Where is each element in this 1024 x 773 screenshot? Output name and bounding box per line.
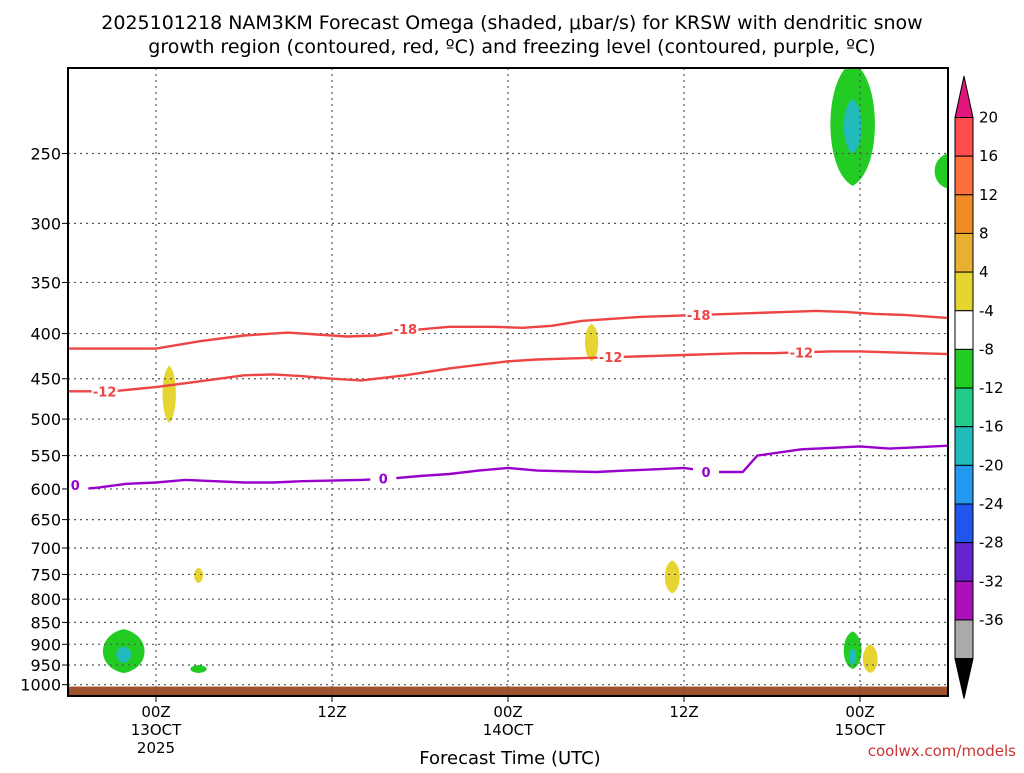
colorbar-label: -16	[979, 418, 1004, 436]
contour-line-0	[68, 444, 948, 492]
y-tick-label: 350	[30, 273, 61, 292]
contour-label-bg	[91, 383, 118, 400]
colorbar-label: -8	[979, 340, 994, 358]
omega-cell-8	[116, 646, 132, 663]
credit-text: coolwx.com/models	[868, 742, 1016, 760]
contour-label-bg	[788, 344, 815, 361]
colorbar-label: 4	[979, 263, 989, 281]
ground-layer	[68, 686, 948, 696]
x-tick-label: 00Z	[493, 703, 522, 721]
colorbar-label: -28	[979, 534, 1004, 552]
y-tick-label: 650	[30, 511, 61, 530]
contour-label--12: -12	[93, 385, 117, 400]
y-tick-label: 700	[30, 539, 61, 558]
omega-cell-12	[862, 644, 878, 674]
colorbar-segment	[954, 348, 974, 389]
colorbar-label: -32	[979, 572, 1004, 590]
contour-label-bg	[0, 342, 15, 358]
x-tick-label: 12Z	[669, 703, 698, 721]
colorbar: 20 16 12 8 4 -4 -8 -12 -16 -20 -24 -28 -32 -36	[954, 75, 1004, 699]
y-axis: 250 300 350 400 450 500 550 600 650 700 750 800 850 9…	[20, 144, 68, 695]
x-tick-label: 15OCT	[835, 721, 886, 739]
y-tick-label: 850	[30, 613, 61, 632]
colorbar-segment	[954, 155, 974, 196]
x-tick-label: 00Z	[141, 703, 170, 721]
omega-cell-1	[843, 99, 862, 154]
y-tick-label: 550	[30, 447, 61, 466]
contour-label--18: -18	[0, 344, 14, 359]
contour-label--12: -12	[790, 346, 814, 361]
contour-label--12: -12	[599, 351, 623, 366]
colorbar-segment	[954, 117, 974, 157]
y-tick-label: 900	[30, 635, 61, 654]
contour-label-0: 0	[701, 466, 710, 481]
y-tick-label: 950	[30, 656, 61, 675]
chart-title-line2: growth region (contoured, red, ºC) and f…	[148, 36, 875, 58]
colorbar-segment	[954, 619, 974, 660]
omega-cell-6	[194, 567, 203, 584]
omega-cell-11	[848, 648, 857, 666]
colorbar-segment	[954, 580, 974, 621]
colorbar-label: -20	[979, 456, 1004, 474]
x-tick-label: 2025	[137, 739, 175, 757]
contour-line--18	[68, 309, 948, 350]
omega-cell-9	[190, 665, 207, 674]
contour-label--18: -18	[394, 323, 418, 338]
colorbar-segment	[954, 387, 974, 428]
grid-layer	[68, 68, 948, 696]
contour-label-bg	[370, 470, 397, 487]
y-tick-label: 450	[30, 370, 61, 389]
x-tick-label: 13OCT	[131, 721, 182, 739]
colorbar-label: 12	[979, 186, 998, 204]
y-tick-label: 1000	[20, 676, 61, 695]
colorbar-bottom-arrow	[954, 658, 974, 699]
x-tick-label: 00Z	[845, 703, 874, 721]
contour-label-0: 0	[379, 473, 388, 488]
colorbar-label: -36	[979, 611, 1004, 629]
contour-label--18: -18	[687, 309, 711, 324]
x-tick-label: 14OCT	[483, 721, 534, 739]
colorbar-segment	[954, 503, 974, 544]
colorbar-label: 8	[979, 224, 989, 242]
omega-cell-2	[934, 153, 948, 189]
y-tick-label: 750	[30, 565, 61, 584]
colorbar-segment	[954, 464, 974, 505]
y-tick-label: 500	[30, 410, 61, 429]
omega-cell-3	[162, 365, 176, 423]
x-axis-label: Forecast Time (UTC)	[419, 748, 600, 768]
colorbar-label: -4	[979, 302, 994, 320]
contour-layer: -18 -18 -18 -12 -12 -12 0 0 0	[0, 306, 948, 494]
contour-label-bg	[392, 320, 419, 337]
y-tick-label: 600	[30, 480, 61, 499]
contour-label-bg	[68, 477, 89, 494]
colorbar-segment	[954, 271, 974, 312]
colorbar-segment	[954, 310, 974, 350]
contour-label-bg	[685, 306, 712, 323]
x-tick-label: 12Z	[317, 703, 346, 721]
colorbar-segment	[954, 232, 974, 273]
contour-label-0: 0	[71, 479, 80, 494]
ground-fill	[68, 686, 948, 696]
y-tick-label: 400	[30, 325, 61, 344]
contour-label-bg	[693, 463, 719, 480]
colorbar-segment	[954, 194, 974, 234]
colorbar-segment	[954, 542, 974, 582]
colorbar-label: -24	[979, 495, 1004, 513]
contour-label-bg	[597, 348, 624, 365]
y-tick-label: 800	[30, 590, 61, 609]
colorbar-top-arrow	[954, 75, 974, 118]
colorbar-label: 20	[979, 109, 998, 127]
colorbar-segment	[954, 426, 974, 466]
colorbar-label: -12	[979, 379, 1004, 397]
colorbar-label: 16	[979, 147, 998, 165]
y-tick-label: 300	[30, 214, 61, 233]
omega-shaded-layer	[102, 68, 948, 674]
omega-cell-5	[664, 560, 680, 594]
omega-cell-4	[584, 323, 599, 362]
chart-title-line1: 2025101218 NAM3KM Forecast Omega (shaded…	[101, 12, 922, 34]
y-tick-label: 250	[30, 144, 61, 163]
